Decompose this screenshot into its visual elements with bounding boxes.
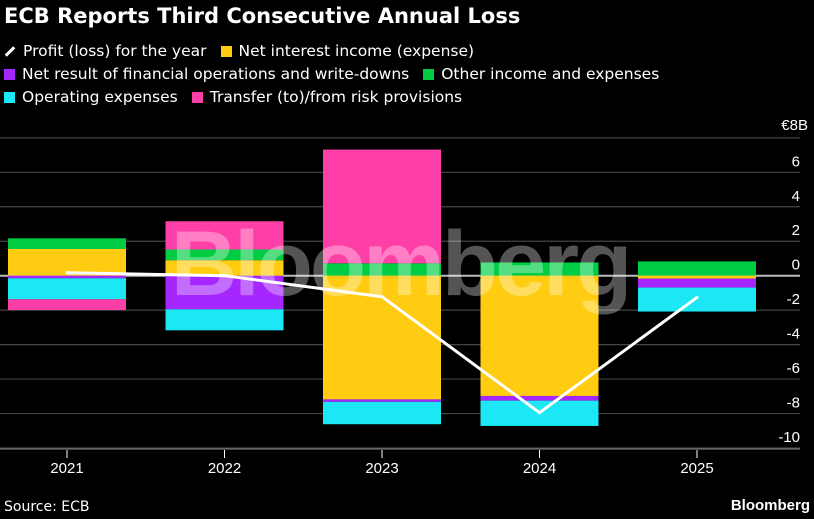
y-tick-label: -8 xyxy=(787,395,800,412)
color-swatch-icon xyxy=(191,92,203,103)
y-tick-label: 4 xyxy=(792,188,800,205)
legend-item: Other income and expenses xyxy=(423,63,659,86)
bar-segment xyxy=(638,287,756,312)
legend-label: Operating expenses xyxy=(22,88,178,106)
bar-segment xyxy=(323,401,441,425)
y-tick-label: -10 xyxy=(778,429,800,446)
bar-segment xyxy=(165,260,284,276)
y-tick-label: 0 xyxy=(792,257,800,274)
y-tick-label: 2 xyxy=(792,222,800,239)
legend-item: Net interest income (expense) xyxy=(220,40,475,63)
legend-label: Transfer (to)/from risk provisions xyxy=(209,88,463,106)
bar-segment xyxy=(8,238,126,249)
bar-segment xyxy=(8,248,126,276)
bar-segment xyxy=(8,299,126,310)
bar-segment xyxy=(165,221,284,250)
color-swatch-icon xyxy=(220,46,232,57)
source-note: Source: ECB xyxy=(4,499,90,515)
brand-logo: Bloomberg xyxy=(730,497,810,514)
bar-segment xyxy=(323,399,441,402)
bar-segment xyxy=(165,249,284,261)
bar-segment xyxy=(323,149,441,264)
legend-label: Net interest income (expense) xyxy=(238,42,475,60)
bar-segment xyxy=(480,262,599,276)
bar-segment xyxy=(638,278,756,288)
x-tick-label: 2025 xyxy=(680,460,713,477)
bar-segment xyxy=(480,395,599,401)
legend-item: Profit (loss) for the year xyxy=(4,40,207,63)
color-swatch-icon xyxy=(4,92,15,103)
y-tick-label: -6 xyxy=(787,360,800,377)
legend-item: Transfer (to)/from risk provisions xyxy=(191,86,463,109)
x-tick-label: 2021 xyxy=(50,460,83,477)
profit-point xyxy=(223,274,226,278)
profit-point xyxy=(695,295,699,299)
color-swatch-icon xyxy=(423,69,435,80)
y-unit-label: €8B xyxy=(781,117,808,134)
legend-label: Net result of financial operations and w… xyxy=(22,65,410,83)
y-tick-label: -2 xyxy=(787,291,800,308)
bar-segment xyxy=(165,309,284,331)
bar-segment xyxy=(638,261,756,276)
x-tick-label: 2022 xyxy=(208,460,241,477)
bar-segment xyxy=(480,275,599,396)
profit-point xyxy=(380,295,384,299)
legend-label: Other income and expenses xyxy=(441,65,660,83)
bar-segment xyxy=(8,278,126,300)
watermark: Bloomberg xyxy=(171,213,630,315)
y-tick-label: -4 xyxy=(787,326,800,343)
legend-item: Operating expenses xyxy=(4,86,178,109)
profit-point xyxy=(65,271,69,275)
x-tick-label: 2024 xyxy=(523,460,556,477)
x-tick-label: 2023 xyxy=(365,460,398,477)
y-tick-label: 6 xyxy=(792,153,800,170)
profit-point xyxy=(538,411,541,415)
color-swatch-icon xyxy=(4,69,15,80)
bar-segment xyxy=(323,263,441,276)
bar-segment xyxy=(8,275,126,279)
legend-item: Net result of financial operations and w… xyxy=(4,63,409,86)
bar-segment xyxy=(638,275,756,279)
chart-title: ECB Reports Third Consecutive Annual Los… xyxy=(4,4,521,28)
legend: Profit (loss) for the year Net interest i… xyxy=(4,40,659,109)
legend-label: Profit (loss) for the year xyxy=(23,42,207,60)
